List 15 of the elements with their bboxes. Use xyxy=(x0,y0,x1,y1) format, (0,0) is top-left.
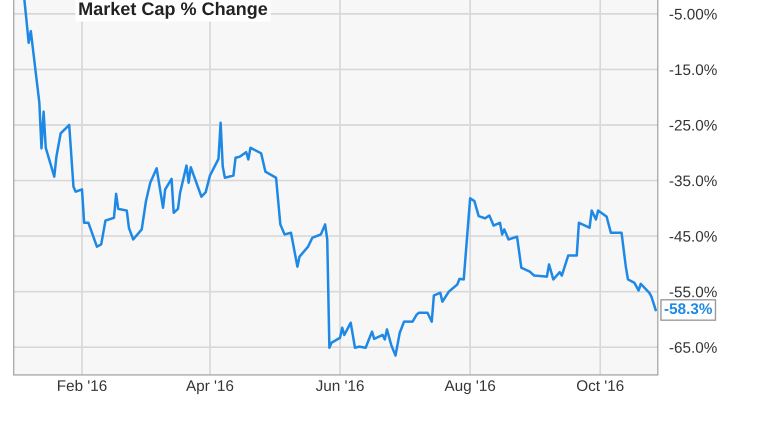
y-tick-label: -55.0% xyxy=(670,286,717,298)
y-tick-label: -25.0% xyxy=(670,120,717,131)
x-tick-label: Jun '16 xyxy=(316,380,364,392)
y-tick-label: -45.0% xyxy=(670,230,717,242)
y-tick-label: -15.0% xyxy=(670,64,717,76)
data-label: -58.3% xyxy=(664,303,712,314)
x-tick-label: Apr '16 xyxy=(186,380,234,394)
y-tick-label: -65.0% xyxy=(670,342,717,353)
chart-title: Market Cap % Change xyxy=(79,2,268,19)
line-series xyxy=(23,0,657,357)
x-tick-label: Oct '16 xyxy=(576,380,624,392)
x-tick-label: Aug '16 xyxy=(444,380,496,394)
y-tick-label: -35.0% xyxy=(670,175,717,186)
y-tick-label: -5.00% xyxy=(670,8,717,20)
x-tick-label: Feb '16 xyxy=(58,380,107,392)
